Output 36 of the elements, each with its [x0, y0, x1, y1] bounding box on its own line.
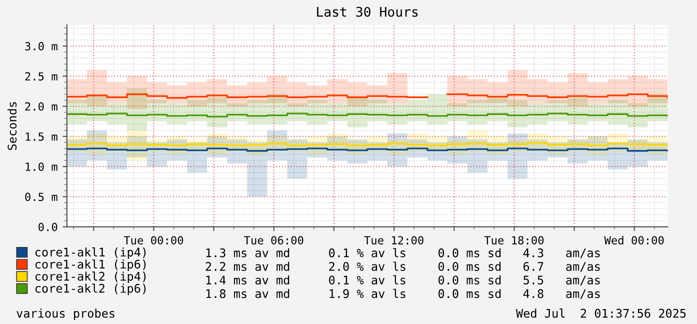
y-tick-label: 3.0 m: [25, 42, 58, 50]
text: 1.9 % av ls: [330, 288, 406, 298]
text: 0.0 ms sd: [438, 288, 501, 298]
y-tick-label: 1.5 m: [26, 132, 58, 141]
text: 2.2 ms av md: [206, 262, 290, 271]
text: various probes: [16, 308, 114, 320]
legend-label: core1-akl2 (ip4): [35, 272, 146, 284]
text: 1.3 ms av md: [206, 248, 290, 258]
y-tick-label: 1.0 m: [26, 162, 58, 171]
y-tick-label: 2.0 m: [25, 102, 58, 111]
x-tick-label: Tue 12:00: [364, 236, 424, 244]
legend-label: core1-akl1 (ip6): [35, 259, 146, 271]
text: Wed Jul 2 01:37:56 2025: [516, 308, 686, 318]
text: 0.0 ms sd: [438, 248, 501, 258]
chart-title: Last 30 Hours: [317, 6, 418, 17]
y-tick-label: 0.5 m: [25, 192, 58, 202]
text: 0.1 % av ls: [329, 248, 406, 258]
x-tick-label: Wed 00:00: [604, 236, 664, 244]
text: 1.8 ms av md: [206, 288, 290, 298]
legend-label: core1-akl1 (ip4): [35, 247, 146, 259]
y-axis-title: Seconds: [7, 102, 17, 150]
text: 0.0 ms sd: [438, 275, 501, 285]
text: 6.7 am/as: [524, 262, 600, 272]
x-tick-label: Tue 18:00: [484, 236, 544, 244]
text: 4.3 am/as: [523, 248, 600, 258]
text: 4.8 am/as: [523, 289, 600, 300]
x-tick-label: Tue 00:00: [124, 236, 184, 244]
text: 0.0 ms sd: [438, 262, 501, 271]
y-tick-label: 0.0: [38, 222, 58, 232]
x-tick-label: Tue 06:00: [244, 236, 304, 244]
text: 0.1 % av ls: [329, 275, 406, 285]
text: 2.0 % av ls: [329, 262, 406, 271]
text: 1.4 ms av md: [206, 275, 290, 285]
text: 5.5 am/as: [524, 276, 600, 286]
y-tick-label: 2.5 m: [25, 72, 58, 81]
legend-label: core1-akl2 (ip6): [35, 284, 146, 296]
